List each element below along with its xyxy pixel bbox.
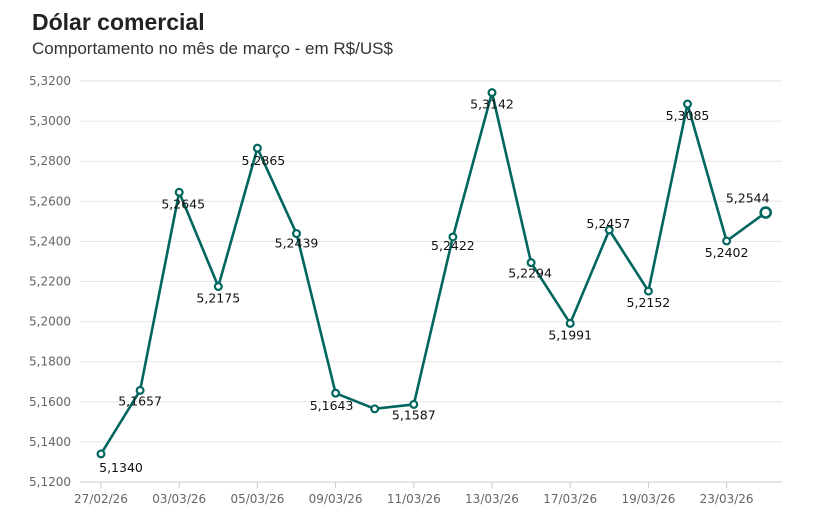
y-tick-label: 5,2200 — [29, 275, 71, 289]
data-label: 5,3085 — [666, 108, 710, 123]
y-tick-label: 5,2800 — [29, 154, 71, 168]
y-tick-label: 5,1400 — [29, 435, 71, 449]
data-point[interactable] — [135, 385, 145, 395]
x-tick-label: 23/03/26 — [700, 492, 754, 506]
y-tick-label: 5,2400 — [29, 234, 71, 248]
data-label: 5,1991 — [548, 327, 592, 342]
x-tick-label: 17/03/26 — [543, 492, 597, 506]
x-tick-label: 19/03/26 — [621, 492, 675, 506]
data-label: 5,2152 — [627, 295, 671, 310]
y-tick-label: 5,1800 — [29, 355, 71, 369]
data-point[interactable] — [487, 88, 497, 98]
data-label: 5,1643 — [310, 398, 354, 413]
data-point[interactable] — [292, 229, 302, 239]
data-point[interactable] — [370, 404, 380, 414]
data-point[interactable] — [722, 236, 732, 246]
data-label: 5,2439 — [275, 236, 319, 251]
data-point[interactable] — [409, 399, 419, 409]
data-label: 5,2175 — [196, 291, 240, 306]
y-tick-label: 5,3200 — [29, 74, 71, 88]
grid-lines — [80, 80, 782, 443]
data-point[interactable] — [604, 225, 614, 235]
y-tick-label: 5,3000 — [29, 114, 71, 128]
y-tick-label: 5,1200 — [29, 475, 71, 489]
data-point[interactable] — [448, 232, 458, 242]
data-point[interactable] — [174, 187, 184, 197]
data-point[interactable] — [213, 282, 223, 292]
data-point[interactable] — [565, 318, 575, 328]
series-line — [99, 91, 767, 455]
y-axis-ticks: 5,1200 5,1400 5,1600 5,1800 5,2000 5,2200 5,24… — [29, 74, 71, 489]
data-point[interactable] — [682, 99, 692, 109]
data-label: 5,1587 — [392, 407, 436, 422]
x-tick-label: 09/03/26 — [309, 492, 363, 506]
data-point[interactable] — [643, 286, 653, 296]
data-label: 5,2544 — [726, 191, 770, 206]
data-label: 5,1657 — [118, 393, 162, 408]
data-label: 5,2402 — [705, 245, 749, 260]
data-label: 5,2645 — [161, 196, 205, 211]
x-tick-label: 03/03/26 — [152, 492, 206, 506]
y-tick-label: 5,2000 — [29, 315, 71, 329]
data-label: 5,2865 — [242, 153, 286, 168]
data-label: 5,2294 — [508, 266, 552, 281]
data-label: 5,1340 — [99, 460, 143, 475]
data-label: 5,2457 — [586, 216, 630, 231]
x-tick-label: 27/02/26 — [74, 492, 128, 506]
data-point[interactable] — [252, 143, 262, 153]
x-tick-label: 05/03/26 — [230, 492, 284, 506]
data-point[interactable] — [331, 388, 341, 398]
x-tick-label: 13/03/26 — [465, 492, 519, 506]
data-label: 5,3142 — [470, 97, 514, 112]
data-point[interactable] — [759, 206, 773, 219]
data-labels: 5,1340 5,1657 5,2645 5,2175 5,2865 5,2439 5,16… — [99, 97, 769, 475]
data-point[interactable] — [96, 449, 106, 459]
x-tick-label: 11/03/26 — [387, 492, 441, 506]
data-point[interactable] — [526, 258, 536, 268]
data-label: 5,2422 — [431, 238, 475, 253]
data-points — [96, 88, 773, 459]
chart-subtitle: Comportamento no mês de março - em R$/US… — [32, 39, 393, 58]
chart-title: Dólar comercial — [32, 9, 205, 35]
y-tick-label: 5,1600 — [29, 395, 71, 409]
x-axis-ticks: 27/02/26 03/03/26 05/03/26 09/03/26 11/03/26… — [74, 482, 754, 506]
y-tick-label: 5,2600 — [29, 194, 71, 208]
